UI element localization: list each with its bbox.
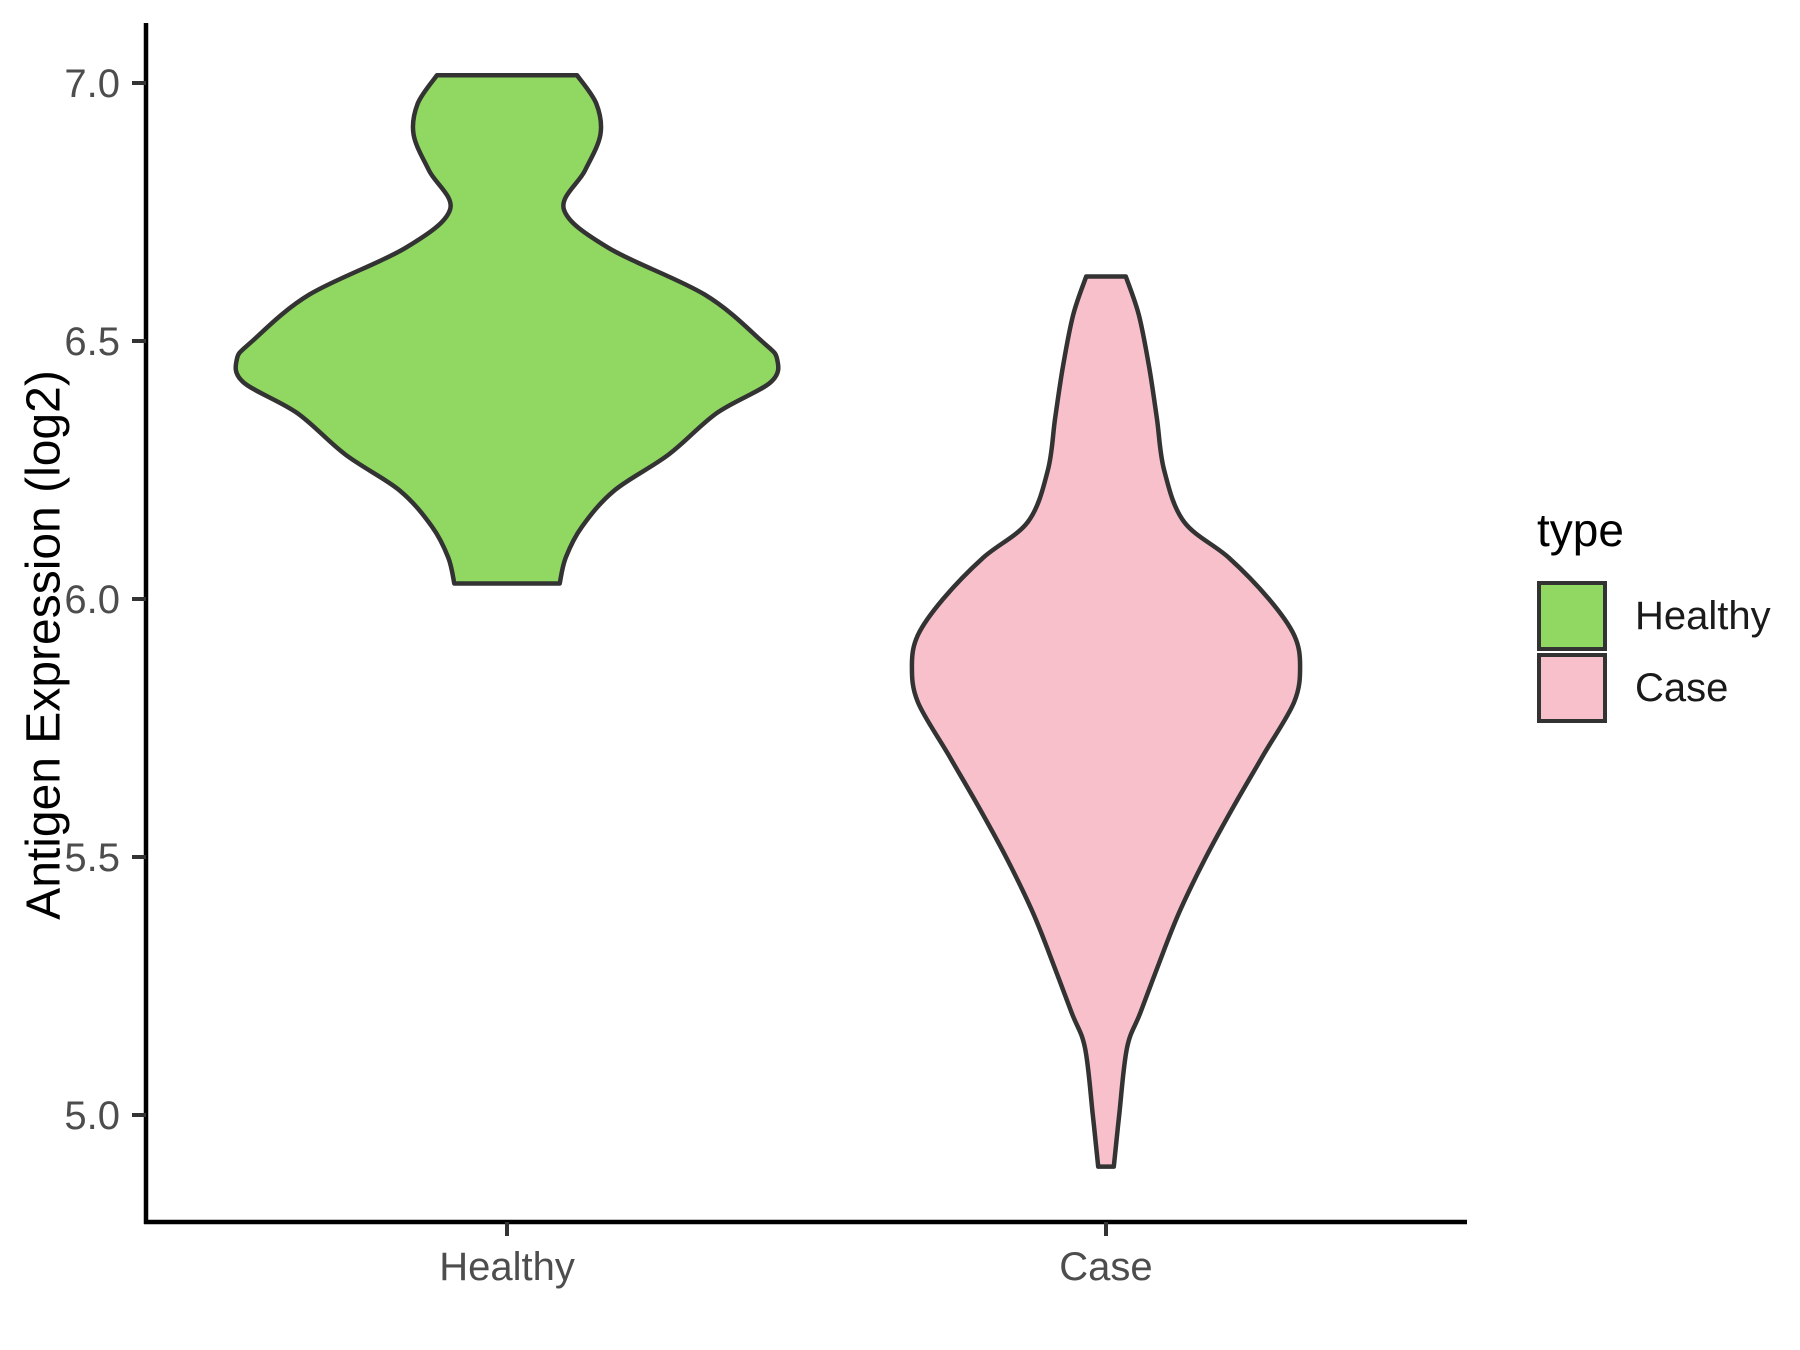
y-axis-title: Antigen Expression (log2) xyxy=(17,370,71,920)
x-tick-label: Healthy xyxy=(439,1245,575,1289)
legend: type Healthy Case xyxy=(1537,503,1771,725)
y-tick-label: 6.0 xyxy=(64,578,120,622)
legend-title: type xyxy=(1537,504,1624,556)
y-tick-label: 7.0 xyxy=(64,62,120,106)
legend-item-healthy: Healthy xyxy=(1537,581,1771,651)
legend-item-case: Case xyxy=(1537,653,1771,723)
case-violin xyxy=(909,274,1303,1169)
legend-label-healthy: Healthy xyxy=(1635,593,1771,638)
legend-swatch-healthy xyxy=(1537,581,1607,651)
y-tick-label: 5.0 xyxy=(64,1094,120,1138)
healthy-violin xyxy=(233,73,781,586)
legend-swatch-case xyxy=(1537,653,1607,723)
y-tick-label: 6.5 xyxy=(64,320,120,364)
x-tick-label: Case xyxy=(1059,1245,1152,1289)
y-tick-label: 5.5 xyxy=(64,836,120,880)
legend-label-case: Case xyxy=(1635,665,1729,710)
